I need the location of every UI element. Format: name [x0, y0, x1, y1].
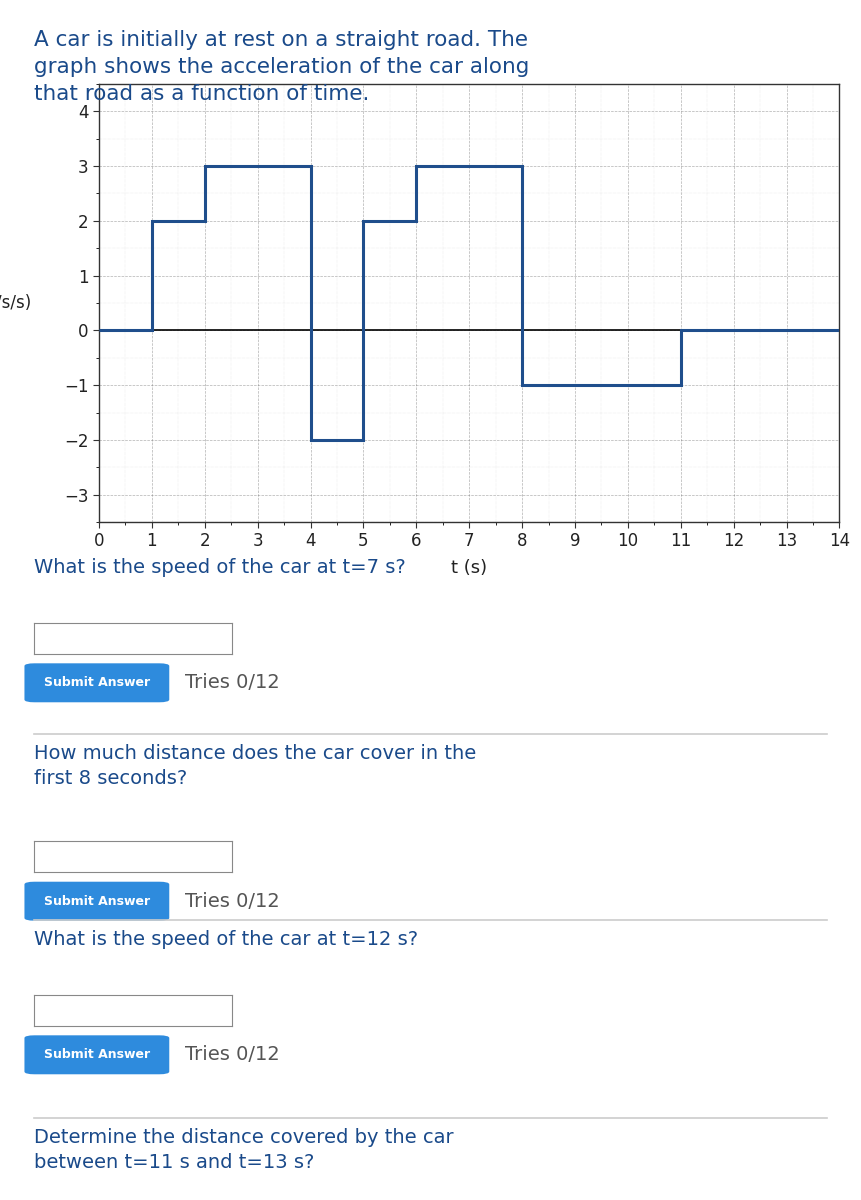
Text: Determine the distance covered by the car
between t=11 s and t=13 s?: Determine the distance covered by the ca…	[34, 1128, 454, 1172]
Text: Submit Answer: Submit Answer	[44, 1049, 150, 1061]
Text: What is the speed of the car at t=7 s?: What is the speed of the car at t=7 s?	[34, 558, 406, 577]
X-axis label: t (s): t (s)	[451, 559, 487, 577]
Text: Submit Answer: Submit Answer	[44, 895, 150, 907]
Text: Tries 0/12: Tries 0/12	[185, 892, 280, 911]
FancyBboxPatch shape	[24, 1036, 170, 1074]
Text: Tries 0/12: Tries 0/12	[185, 673, 280, 692]
Text: What is the speed of the car at t=12 s?: What is the speed of the car at t=12 s?	[34, 930, 418, 949]
Text: How much distance does the car cover in the
first 8 seconds?: How much distance does the car cover in …	[34, 744, 477, 788]
FancyBboxPatch shape	[24, 882, 170, 920]
Text: Tries 0/12: Tries 0/12	[185, 1045, 280, 1064]
FancyBboxPatch shape	[24, 664, 170, 702]
Y-axis label: a (m/s/s): a (m/s/s)	[0, 294, 31, 312]
Text: Submit Answer: Submit Answer	[44, 677, 150, 689]
Text: A car is initially at rest on a straight road. The
graph shows the acceleration : A car is initially at rest on a straight…	[34, 30, 530, 104]
